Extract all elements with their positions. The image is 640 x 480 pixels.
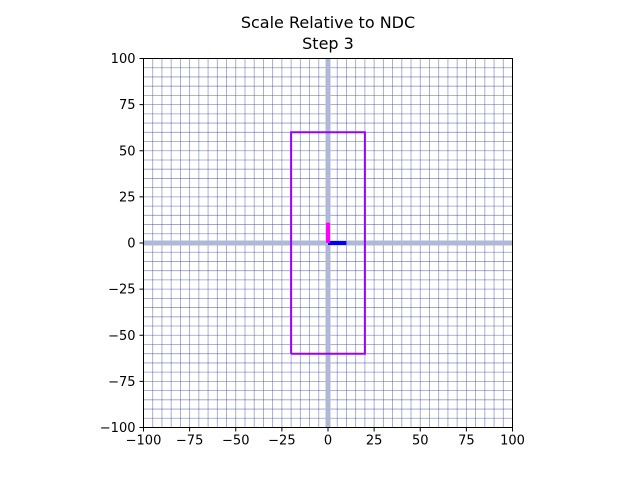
shapes	[290, 131, 366, 355]
x-tick-label: 50	[412, 434, 429, 449]
y-tick-label: −75	[108, 375, 135, 390]
chart-subtitle: Step 3	[302, 34, 354, 53]
y-tick-label: −25	[108, 283, 135, 298]
y-tick-label: 25	[119, 190, 136, 205]
x-tick-label: 0	[324, 434, 332, 449]
rectangle	[290, 131, 366, 355]
y-tick-label: −100	[100, 421, 136, 436]
y-tick-label: 0	[127, 237, 135, 252]
y-tick-label: −50	[108, 329, 135, 344]
x-tick-label: −75	[176, 434, 203, 449]
x-tick-label: −50	[222, 434, 249, 449]
ticks: −100 −75 −50 −25 0 25 50 75 100 −100 −75 −50 −25 0 25 5…	[100, 52, 525, 449]
x-tick-label: 25	[366, 434, 383, 449]
x-tick-label: −100	[126, 434, 162, 449]
x-tick-label: 75	[458, 434, 475, 449]
x-tick-label: 100	[500, 434, 525, 449]
y-tick-label: 100	[111, 52, 136, 67]
y-tick-label: 75	[119, 98, 136, 113]
x-tick-label: −25	[268, 434, 295, 449]
chart-title: Scale Relative to NDC	[241, 13, 415, 32]
y-tick-label: 50	[119, 144, 136, 159]
